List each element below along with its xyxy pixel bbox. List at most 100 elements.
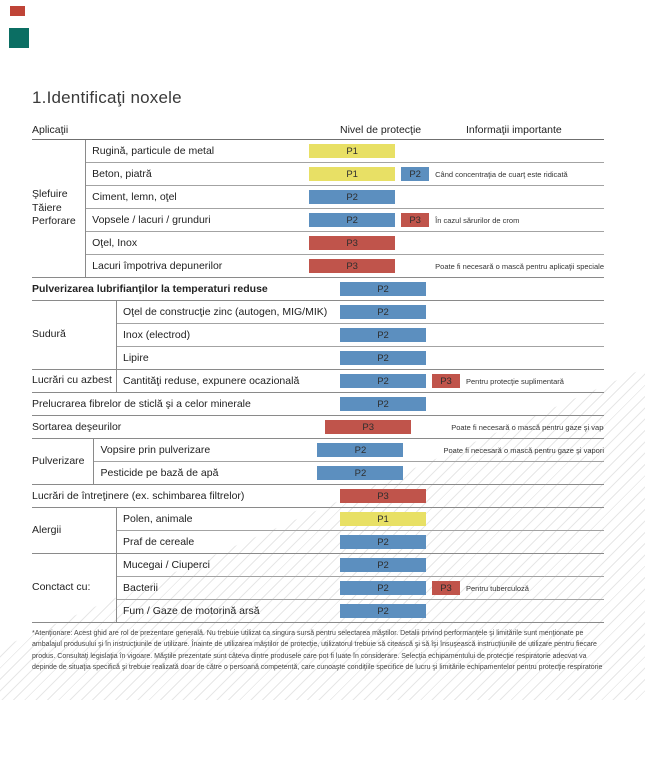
group-label: Şlefuire Tăiere Perforare [32, 188, 76, 228]
application-label: Beton, piatră [92, 168, 152, 180]
badge-spacer [401, 144, 429, 158]
badge-spacer [417, 420, 445, 434]
protection-level-bar: P2 [340, 581, 426, 595]
badge-spacer [432, 328, 460, 342]
protection-level-bar: P2 [340, 328, 426, 342]
badge-spacer [432, 535, 460, 549]
application-label: Lipire [123, 352, 149, 364]
table-row: Lipire P2 [117, 346, 604, 369]
table-row: Vopsire prin pulverizare P2 Poate fi neces… [94, 439, 604, 461]
section-rows: Mucegai / Ciuperci P2 Bacterii P2 P3 Pentru t… [116, 554, 604, 622]
application-label: Oţel de construcţie zinc (autogen, MIG/M… [123, 306, 328, 318]
table-body: Şlefuire Tăiere Perforare Rugină, particu… [32, 140, 604, 623]
important-info-text: Când concentraţia de cuarţ este ridicată [435, 169, 568, 179]
important-info-text: Poate fi necesară o mască pentru aplicaţ… [435, 261, 604, 271]
table-row: Inox (electrod) P2 [117, 323, 604, 346]
application-label: Bacterii [123, 582, 159, 594]
important-info-text: În cazul sărurilor de crom [435, 215, 520, 225]
protection-level-bar: P2 [309, 190, 396, 204]
table-row: Beton, piatră P1 P2 Când concentraţia de cu… [86, 162, 604, 185]
table-row: Oţel, Inox P3 [86, 231, 604, 254]
header-important-info: Informaţii importante [466, 124, 562, 136]
extra-protection-badge: P2 [401, 167, 430, 181]
badge-spacer [432, 351, 460, 365]
badge-spacer [401, 236, 429, 250]
protection-level-bar: P2 [340, 604, 426, 618]
protection-level-bar: P2 [309, 213, 396, 227]
table-section: Sudură Oţel de construcţie zinc (autogen,… [32, 300, 604, 369]
application-label: Prelucrarea fibrelor de sticlă şi a celo… [32, 398, 251, 410]
corner-teal-mark [9, 28, 29, 48]
application-label: Rugină, particule de metal [92, 145, 215, 157]
application-label: Polen, animale [123, 513, 193, 525]
content-area: 1.Identificaţi noxele Aplicaţii Nivel de… [32, 0, 604, 673]
header-applications: Aplicaţii [32, 124, 69, 136]
protection-level-bar: P1 [309, 144, 396, 158]
badge-spacer [432, 604, 460, 618]
group-label: Conctact cu: [32, 581, 91, 594]
extra-protection-badge: P3 [432, 581, 460, 595]
protection-level-bar: P2 [317, 443, 404, 457]
protection-level-bar: P3 [325, 420, 412, 434]
group-label: Lucrări cu azbest [32, 374, 112, 387]
important-info-text: Poate fi necesară o mască pentru gaze şi… [451, 422, 604, 432]
important-info-text: Pentru protecţie suplimentară [466, 376, 564, 386]
protection-level-bar: P2 [340, 397, 426, 411]
application-label: Cantităţi reduse, expunere ocazională [123, 375, 300, 387]
protection-level-bar: P2 [317, 466, 404, 480]
extra-protection-badge: P3 [401, 213, 430, 227]
section-rows: Cantităţi reduse, expunere ocazională P2 P… [116, 370, 604, 392]
section-rows: Vopsire prin pulverizare P2 Poate fi neces… [93, 439, 604, 484]
section-rows: Rugină, particule de metal P1 Beton, piatr… [85, 140, 604, 277]
badge-spacer [432, 305, 460, 319]
application-label: Fum / Gaze de motorină arsă [123, 605, 260, 617]
application-label: Praf de cereale [123, 536, 195, 548]
table-section: Şlefuire Tăiere Perforare Rugină, particu… [32, 140, 604, 277]
protection-level-bar: P2 [340, 305, 426, 319]
table-header-row: Aplicaţii Nivel de protecţie Informaţii … [32, 124, 604, 140]
table-section: Pulverizare Vopsire prin pulverizare P2 Poa… [32, 438, 604, 484]
table-section: Alergii Polen, animale P1 Praf de cereale P2 [32, 507, 604, 553]
badge-spacer [401, 190, 429, 204]
section-rows: Polen, animale P1 Praf de cereale P2 [116, 508, 604, 553]
header-protection-level: Nivel de protecţie [340, 124, 422, 136]
protection-level-bar: P3 [309, 236, 396, 250]
protection-level-bar: P3 [340, 489, 426, 503]
table-row-wide: Sortarea deşeurilor P3 Poate fi necesară o… [32, 415, 604, 438]
application-label: Inox (electrod) [123, 329, 191, 341]
badge-spacer [409, 443, 437, 457]
section-rows: Oţel de construcţie zinc (autogen, MIG/M… [116, 301, 604, 369]
badge-spacer [401, 259, 429, 273]
application-label: Lacuri împotriva depunerilor [92, 260, 223, 272]
table-row: Bacterii P2 P3 Pentru tuberculoză [117, 576, 604, 599]
application-label: Vopsire prin pulverizare [100, 444, 211, 456]
badge-spacer [432, 282, 460, 296]
table-row: Polen, animale P1 [117, 508, 604, 530]
application-label: Pesticide pe bază de apă [100, 467, 219, 479]
protection-level-bar: P1 [309, 167, 396, 181]
protection-level-bar: P2 [340, 282, 426, 296]
protection-level-bar: P2 [340, 535, 426, 549]
table-row-wide: Prelucrarea fibrelor de sticlă şi a celo… [32, 392, 604, 415]
table-row: Vopsele / lacuri / grunduri P2 P3 În cazul … [86, 208, 604, 231]
application-label: Sortarea deşeurilor [32, 421, 122, 433]
important-info-text: Pentru tuberculoză [466, 583, 529, 593]
table-row: Rugină, particule de metal P1 [86, 140, 604, 162]
application-label: Pulverizarea lubrifianţilor la temperatu… [32, 283, 268, 295]
table-row: Praf de cereale P2 [117, 530, 604, 553]
table-row: Pesticide pe bază de apă P2 [94, 461, 604, 484]
table-row-wide: Lucrări de întreţinere (ex. schimbarea f… [32, 484, 604, 507]
protection-level-bar: P2 [340, 374, 426, 388]
application-label: Lucrări de întreţinere (ex. schimbarea f… [32, 490, 245, 502]
application-label: Oţel, Inox [92, 237, 138, 249]
important-info-text: Poate fi necesară o mască pentru gaze şi… [443, 445, 604, 455]
badge-spacer [432, 558, 460, 572]
table-section: Conctact cu: Mucegai / Ciuperci P2 Bacterii… [32, 553, 604, 622]
extra-protection-badge: P3 [432, 374, 460, 388]
corner-red-mark [10, 6, 25, 16]
page-title: 1.Identificaţi noxele [32, 88, 182, 107]
badge-spacer [432, 489, 460, 503]
protection-level-bar: P3 [309, 259, 396, 273]
protection-level-bar: P1 [340, 512, 426, 526]
